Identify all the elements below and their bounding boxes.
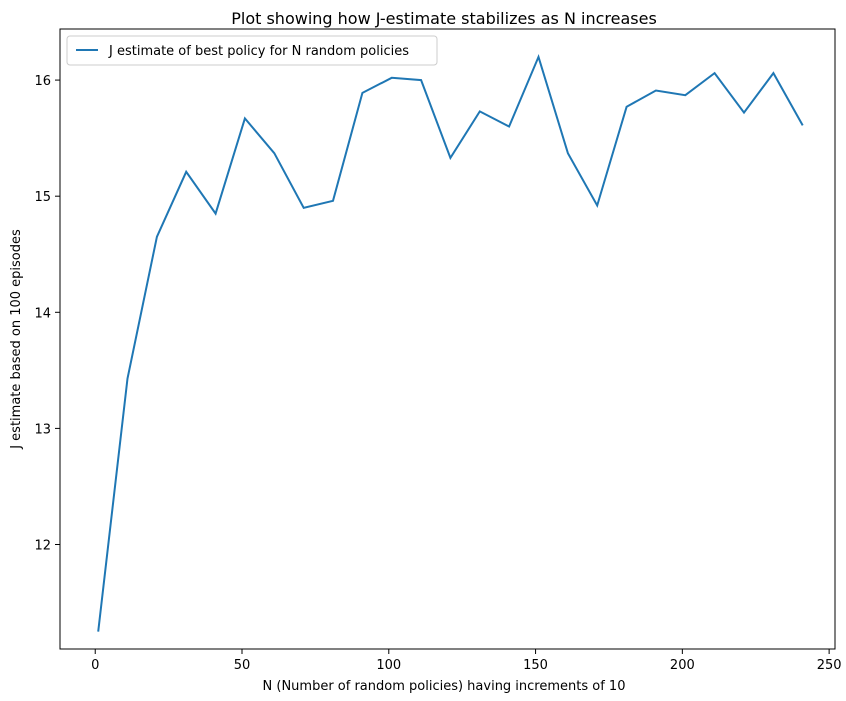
x-tick-label: 0 — [91, 658, 99, 673]
series-line-j-estimate — [97, 53, 804, 632]
y-tick-label: 15 — [34, 190, 51, 205]
legend: J estimate of best policy for N random p… — [66, 35, 438, 66]
y-tick-label: 13 — [34, 422, 51, 437]
x-axis-label: N (Number of random policies) having inc… — [263, 679, 626, 694]
x-tick-label: 250 — [817, 658, 842, 673]
legend-label: J estimate of best policy for N random p… — [108, 44, 409, 59]
legend-box — [66, 35, 438, 66]
x-tick-label: 200 — [670, 658, 695, 673]
plot-area-frame — [59, 28, 836, 650]
chart-title: Plot showing how J-estimate stabilizes a… — [231, 9, 657, 28]
y-tick-label: 12 — [34, 539, 51, 554]
x-tick-label: 100 — [376, 658, 401, 673]
x-axis-ticks: 0 50 100 150 200 250 — [91, 649, 842, 673]
y-tick-label: 16 — [34, 74, 51, 89]
x-tick-label: 50 — [234, 658, 251, 673]
y-axis-ticks: 12 13 14 15 16 — [34, 74, 60, 554]
y-axis-label: J estimate based on 100 episodes — [9, 229, 24, 450]
x-tick-label: 150 — [523, 658, 548, 673]
y-tick-label: 14 — [34, 306, 51, 321]
